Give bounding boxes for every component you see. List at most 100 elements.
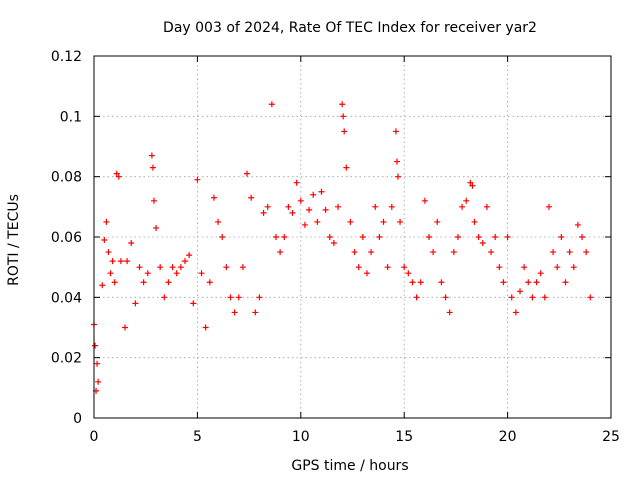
data-point (94, 360, 101, 367)
x-tick-label: 25 (602, 429, 620, 445)
data-point (380, 218, 387, 225)
data-point (566, 249, 573, 256)
data-point (252, 309, 259, 316)
data-point (417, 279, 424, 286)
data-point (301, 221, 308, 228)
data-point (244, 170, 251, 177)
x-tick-label: 15 (395, 429, 413, 445)
data-point (132, 300, 139, 307)
data-point (533, 279, 540, 286)
data-point (153, 224, 160, 231)
data-point (149, 164, 156, 171)
data-point (525, 279, 532, 286)
data-point (124, 258, 131, 265)
data-point (113, 170, 120, 177)
y-axis-label: ROTI / TECUs (6, 194, 22, 286)
data-point (173, 270, 180, 277)
data-point (281, 234, 288, 240)
data-point (363, 270, 370, 277)
data-point (434, 218, 441, 225)
data-point (469, 182, 476, 189)
data-point (339, 101, 346, 108)
data-point (101, 237, 108, 244)
y-tick-label: 0 (73, 411, 82, 427)
data-point (475, 234, 482, 240)
data-point (401, 264, 408, 271)
data-point (272, 234, 279, 240)
data-point (314, 218, 321, 225)
data-point (99, 282, 106, 289)
data-point (285, 203, 292, 210)
data-point (293, 179, 300, 186)
data-point (426, 234, 433, 240)
y-tick-label: 0.04 (51, 290, 82, 306)
data-point (467, 179, 474, 186)
data-point (537, 270, 544, 277)
data-point (512, 309, 519, 316)
data-point (562, 279, 569, 286)
data-point (351, 249, 358, 256)
data-point (500, 279, 507, 286)
data-point (574, 221, 581, 228)
y-tick-label: 0.02 (51, 351, 82, 367)
data-point (326, 234, 333, 240)
data-point (430, 249, 437, 256)
data-point (450, 249, 457, 256)
data-point (359, 234, 366, 240)
data-point (169, 264, 176, 271)
data-point (198, 270, 205, 277)
data-point (181, 258, 188, 265)
data-point (289, 209, 296, 216)
data-point (235, 294, 242, 301)
x-tick-labels: 0 5 10 15 20 25 (90, 429, 620, 445)
data-point (541, 294, 548, 301)
data-point (277, 249, 284, 256)
data-point (219, 234, 226, 240)
y-tick-labels: 0 0.02 0.04 0.06 0.08 0.1 0.12 (51, 49, 82, 427)
data-point (95, 378, 102, 385)
data-point (148, 152, 155, 159)
data-point (438, 279, 445, 286)
data-point (446, 309, 453, 316)
axis-ticks (93, 55, 612, 419)
data-point (545, 203, 552, 210)
data-point (341, 128, 348, 135)
x-tick-label: 20 (499, 429, 517, 445)
x-tick-label: 10 (292, 429, 310, 445)
data-point (483, 203, 490, 210)
data-point (570, 264, 577, 271)
data-point (239, 264, 246, 271)
data-points (91, 101, 594, 394)
data-point (355, 264, 362, 271)
data-point (248, 194, 255, 201)
data-point (206, 279, 213, 286)
data-point (579, 234, 586, 240)
data-point (256, 294, 263, 301)
y-tick-label: 0.08 (51, 170, 82, 186)
data-point (210, 194, 217, 201)
data-point (310, 191, 317, 198)
data-point (529, 294, 536, 301)
data-point (488, 249, 495, 256)
data-point (521, 264, 528, 271)
data-point (504, 234, 511, 240)
data-point (393, 158, 400, 165)
data-point (508, 294, 515, 301)
data-point (492, 234, 499, 240)
data-point (264, 203, 271, 210)
data-point (554, 264, 561, 271)
data-point (190, 300, 197, 307)
data-point (479, 240, 486, 247)
gridlines (94, 56, 611, 418)
data-point (413, 294, 420, 301)
data-point (122, 324, 129, 331)
data-point (117, 258, 124, 265)
x-tick-label: 0 (90, 429, 99, 445)
data-point (144, 270, 151, 277)
data-point (128, 240, 135, 247)
data-point (372, 203, 379, 210)
data-point (260, 209, 267, 216)
data-point (463, 197, 470, 204)
data-point (454, 234, 461, 240)
data-point (397, 218, 404, 225)
